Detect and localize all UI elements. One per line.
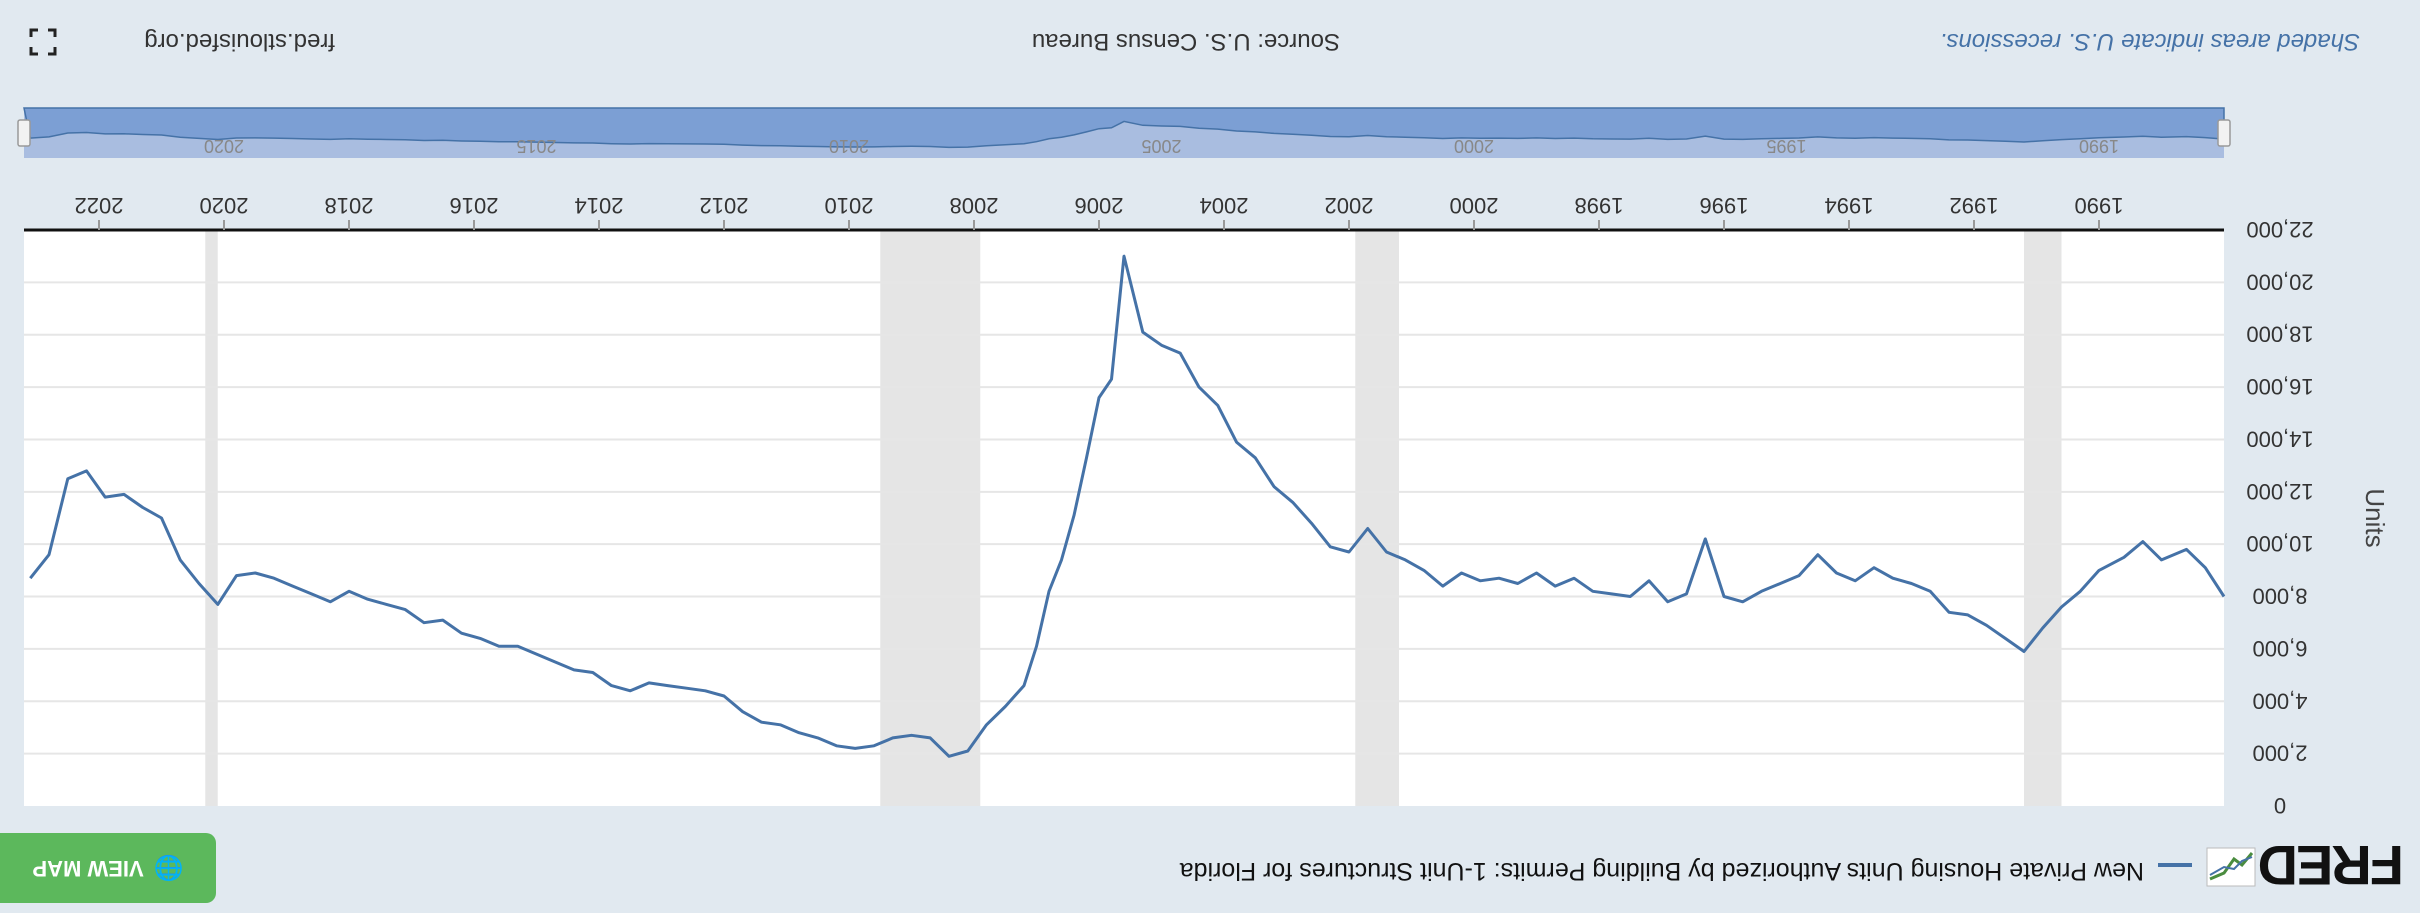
y-tick-label: 4,000	[2252, 688, 2307, 713]
x-tick-label: 1994	[1825, 193, 1874, 218]
x-tick-label: 1992	[1950, 193, 1999, 218]
recession-note: Shaded areas indicate U.S. recessions.	[1939, 28, 2360, 55]
navigator-handle[interactable]	[2217, 119, 2231, 147]
y-tick-label: 22,000	[2246, 217, 2313, 242]
x-tick-label: 2016	[450, 193, 499, 218]
navigator-series	[23, 107, 2225, 149]
x-tick-label: 2002	[1325, 193, 1374, 218]
y-tick-label: 18,000	[2246, 322, 2313, 347]
x-tick-label: 2008	[950, 193, 999, 218]
y-tick-label: 20,000	[2246, 269, 2313, 294]
x-tick-label: 2004	[1200, 193, 1249, 218]
y-tick-label: 8,000	[2252, 584, 2307, 609]
navigator-handle[interactable]	[17, 119, 31, 147]
y-tick-label: 16,000	[2246, 374, 2313, 399]
x-tick-label: 1996	[1700, 193, 1749, 218]
graph-logo-icon	[2206, 847, 2256, 887]
navigator-label: 1990	[2079, 136, 2119, 156]
navigator-label: 2010	[829, 136, 869, 156]
y-tick-label: 14,000	[2246, 426, 2313, 451]
y-tick-label: 10,000	[2246, 531, 2313, 556]
x-tick-label: 2006	[1075, 193, 1124, 218]
recession-band	[2024, 230, 2062, 806]
navigator-label: 2000	[1454, 136, 1494, 156]
y-axis-label: Units	[2360, 488, 2390, 547]
recession-band	[205, 230, 218, 806]
y-tick-label: 2,000	[2252, 741, 2307, 766]
x-tick-label: 2000	[1450, 193, 1499, 218]
recession-band	[880, 230, 981, 806]
x-tick-label: 2012	[700, 193, 749, 218]
source-text: Source: U.S. Census Bureau	[1031, 28, 1340, 55]
recession-band	[1355, 230, 1399, 806]
x-tick-label: 2022	[75, 193, 124, 218]
y-tick-label: 0	[2274, 793, 2286, 818]
x-tick-label: 2010	[825, 193, 874, 218]
x-tick-label: 2014	[575, 193, 624, 218]
series-line[interactable]	[29, 254, 2226, 758]
fullscreen-icon[interactable]	[28, 27, 58, 57]
navigator-label: 2015	[516, 136, 556, 156]
y-tick-label: 12,000	[2246, 479, 2313, 504]
x-tick-label: 1998	[1575, 193, 1624, 218]
x-tick-label: 2020	[200, 193, 249, 218]
navigator-label: 2005	[1141, 136, 1181, 156]
fred-link[interactable]: fred.stlouisfed.org	[144, 28, 335, 55]
y-tick-label: 6,000	[2252, 636, 2307, 661]
x-tick-label: 1990	[2075, 193, 2124, 218]
navigator-label: 1995	[1766, 136, 1806, 156]
x-tick-label: 2018	[325, 193, 374, 218]
plot-area	[24, 230, 2224, 806]
navigator-label: 2020	[204, 136, 244, 156]
